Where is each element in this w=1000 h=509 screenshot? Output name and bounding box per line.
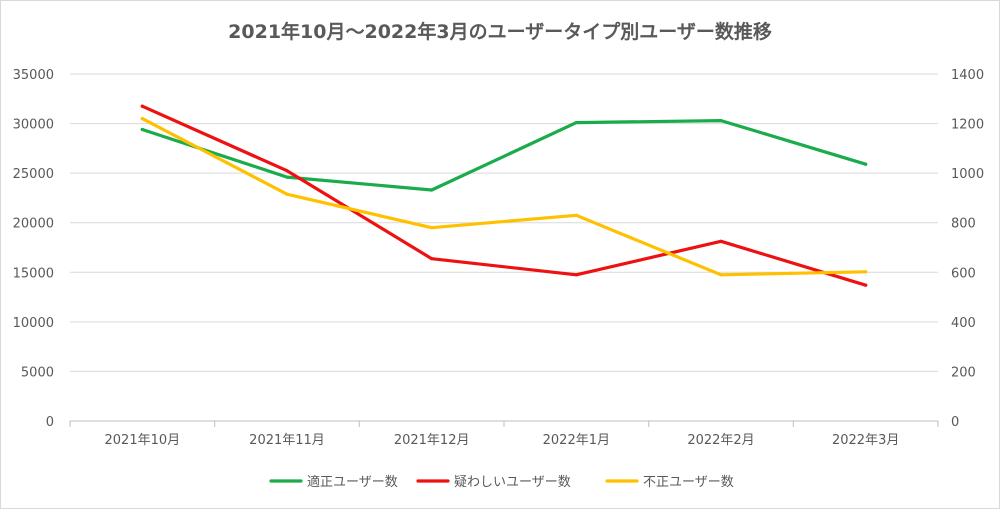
series-line-1 xyxy=(140,118,868,192)
y-left-tick-label: 10000 xyxy=(13,316,54,331)
y-left-tick-label: 15000 xyxy=(13,266,54,281)
data-point xyxy=(864,162,868,166)
x-tick-label: 2021年12月 xyxy=(394,433,470,448)
data-point xyxy=(719,118,723,123)
data-point xyxy=(430,226,434,230)
legend-label: 適正ユーザー数 xyxy=(307,474,398,490)
data-point xyxy=(864,270,868,274)
data-point xyxy=(574,273,578,277)
y-left-tick-label: 25000 xyxy=(13,167,54,182)
y-right-tick-label: 800 xyxy=(951,217,976,232)
x-tick-label: 2021年11月 xyxy=(249,433,325,448)
y-left-tick-label: 5000 xyxy=(21,365,54,380)
chart-title: 2021年10月～2022年3月のユーザータイプ別ユーザー数推移 xyxy=(228,21,772,43)
x-tick-label: 2022年3月 xyxy=(832,433,899,448)
y-right-tick-label: 400 xyxy=(951,316,976,331)
y-right-tick-label: 1000 xyxy=(951,167,984,182)
data-point xyxy=(864,283,868,287)
series-line-3 xyxy=(140,116,868,277)
data-point xyxy=(574,213,578,217)
y-left-tick-label: 30000 xyxy=(13,118,54,133)
y-right-tick-label: 0 xyxy=(951,415,959,430)
data-point xyxy=(719,273,723,277)
data-point xyxy=(719,239,723,243)
data-point xyxy=(140,104,144,108)
x-tick-label: 2022年1月 xyxy=(543,433,610,448)
data-point xyxy=(140,117,144,121)
y-right-tick-label: 200 xyxy=(951,365,976,380)
y-right-tick-label: 1400 xyxy=(951,68,984,83)
data-point xyxy=(285,192,289,196)
y-left-tick-label: 20000 xyxy=(13,217,54,232)
x-tick-label: 2022年2月 xyxy=(687,433,754,448)
y-left-tick-label: 35000 xyxy=(13,68,54,83)
series-line-2 xyxy=(140,104,868,287)
x-tick-label: 2021年10月 xyxy=(105,433,181,448)
data-point xyxy=(574,120,578,125)
y-left-tick-label: 0 xyxy=(46,415,54,430)
data-point xyxy=(430,188,434,192)
data-point xyxy=(430,257,434,261)
data-point xyxy=(140,127,144,132)
y-right-tick-label: 1200 xyxy=(951,118,984,133)
data-point xyxy=(285,175,289,179)
legend-label: 不正ユーザー数 xyxy=(643,475,734,490)
legend-label: 疑わしいユーザー数 xyxy=(454,474,571,490)
data-point xyxy=(285,169,289,173)
y-right-tick-label: 600 xyxy=(951,266,976,281)
